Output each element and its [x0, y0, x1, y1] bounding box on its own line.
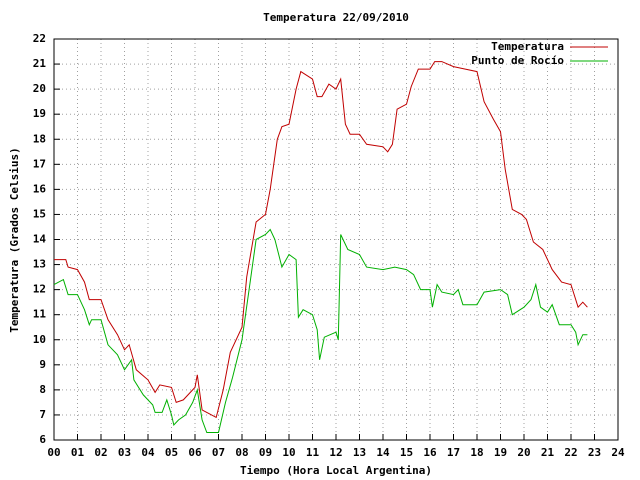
- x-tick-label: 20: [517, 446, 530, 459]
- x-tick-label: 07: [212, 446, 225, 459]
- x-tick-label: 21: [541, 446, 555, 459]
- y-tick-label: 10: [33, 333, 46, 346]
- x-tick-label: 09: [259, 446, 272, 459]
- y-tick-label: 6: [39, 433, 46, 446]
- y-tick-label: 20: [33, 82, 46, 95]
- y-tick-label: 17: [33, 157, 46, 170]
- x-tick-label: 13: [353, 446, 366, 459]
- x-tick-label: 14: [376, 446, 390, 459]
- y-axis-label: Temperatura (Grados Celsius): [8, 147, 21, 332]
- x-tick-label: 22: [564, 446, 577, 459]
- y-tick-label: 15: [33, 207, 46, 220]
- y-tick-label: 12: [33, 283, 46, 296]
- y-tick-label: 18: [33, 132, 46, 145]
- x-tick-label: 15: [400, 446, 413, 459]
- x-tick-label: 12: [329, 446, 342, 459]
- y-tick-label: 14: [33, 233, 47, 246]
- legend-label: Temperatura: [491, 40, 564, 53]
- y-tick-label: 9: [39, 358, 46, 371]
- x-tick-label: 00: [47, 446, 60, 459]
- y-tick-label: 11: [33, 308, 47, 321]
- data-line: [54, 61, 588, 419]
- y-tick-label: 19: [33, 107, 46, 120]
- chart-title: Temperatura 22/09/2010: [263, 11, 409, 24]
- y-tick-label: 22: [33, 32, 46, 45]
- data-line: [53, 228, 588, 433]
- y-tick-label: 21: [33, 57, 47, 70]
- x-tick-label: 06: [188, 446, 202, 459]
- x-tick-label: 10: [282, 446, 295, 459]
- x-tick-label: 11: [306, 446, 320, 459]
- x-tick-label: 24: [611, 446, 625, 459]
- y-tick-label: 8: [39, 383, 46, 396]
- x-tick-label: 02: [94, 446, 107, 459]
- x-tick-label: 23: [588, 446, 601, 459]
- y-tick-label: 13: [33, 258, 46, 271]
- x-tick-label: 18: [470, 446, 483, 459]
- x-tick-label: 03: [118, 446, 131, 459]
- y-tick-label: 7: [39, 408, 46, 421]
- plot-frame: [53, 38, 619, 441]
- x-tick-label: 01: [71, 446, 85, 459]
- x-tick-label: 05: [165, 446, 178, 459]
- x-tick-label: 17: [447, 446, 460, 459]
- x-tick-label: 19: [494, 446, 507, 459]
- y-tick-label: 16: [33, 182, 47, 195]
- x-tick-label: 08: [235, 446, 248, 459]
- x-tick-label: 04: [141, 446, 155, 459]
- x-axis-label: Tiempo (Hora Local Argentina): [240, 464, 432, 477]
- x-tick-label: 16: [423, 446, 437, 459]
- legend-label: Punto de Rocío: [471, 54, 564, 67]
